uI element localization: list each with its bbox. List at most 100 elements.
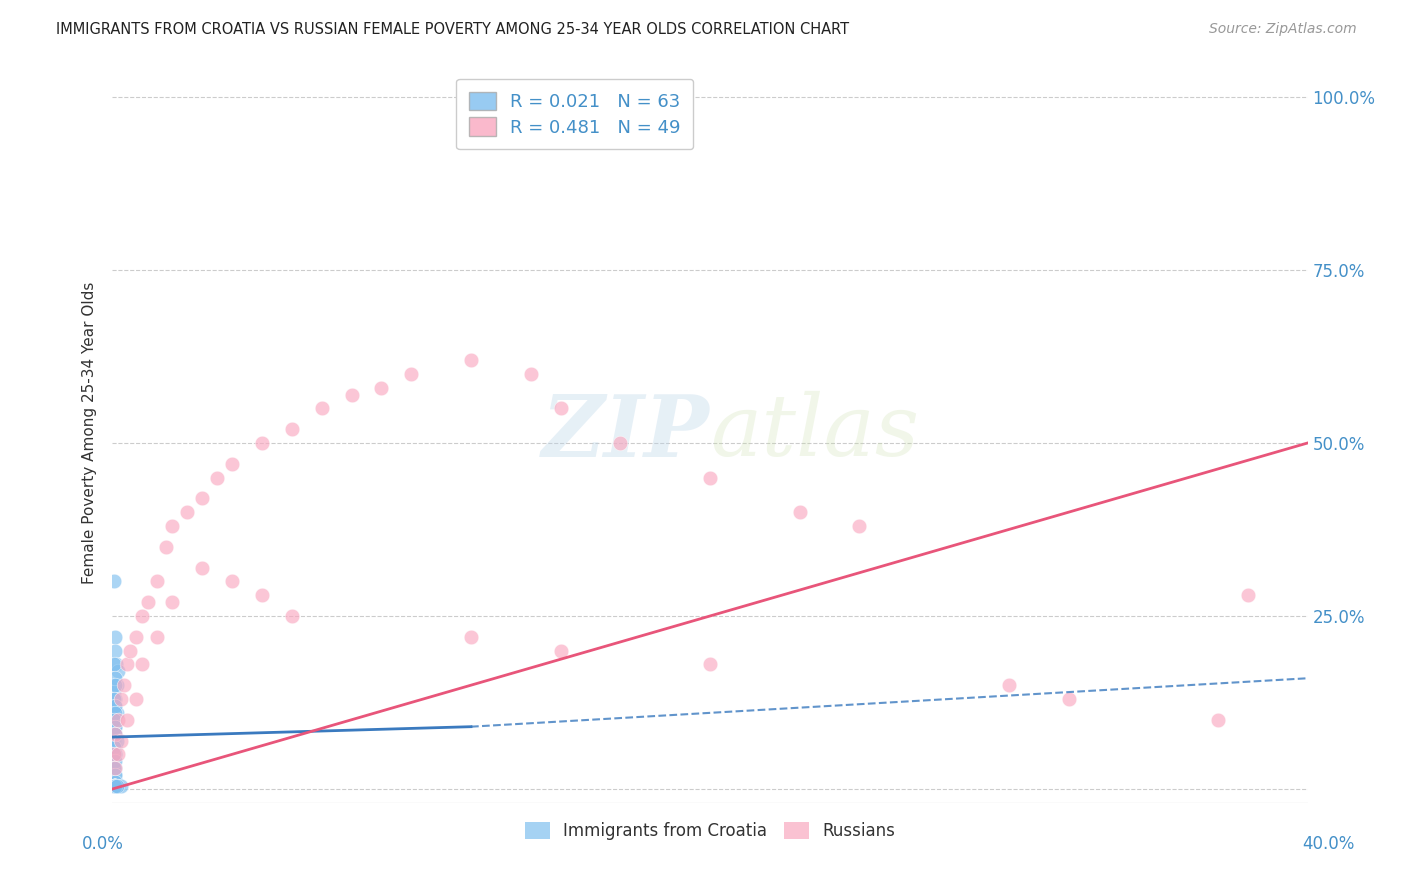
Point (104, 779, 127, 793)
Point (138, 595, 160, 609)
Point (520, 367, 543, 381)
Point (103, 779, 125, 793)
Point (104, 768, 127, 782)
Point (120, 643, 142, 657)
Point (550, 643, 572, 657)
Point (460, 353, 482, 368)
Point (105, 657, 128, 672)
Point (191, 491, 214, 506)
Text: ZIP: ZIP (543, 391, 710, 475)
Point (103, 733, 125, 747)
Point (110, 733, 132, 747)
Point (104, 698, 127, 713)
Point (401, 367, 423, 381)
Point (103, 779, 125, 793)
Point (1237, 588, 1260, 602)
Point (104, 779, 127, 793)
Point (105, 775, 128, 789)
Point (281, 609, 304, 624)
Point (104, 692, 127, 706)
Point (789, 505, 811, 519)
Point (103, 779, 125, 793)
Point (104, 726, 127, 740)
Point (104, 761, 127, 775)
Point (107, 779, 129, 793)
Point (104, 779, 127, 793)
Point (104, 779, 127, 793)
Point (125, 692, 148, 706)
Point (117, 657, 139, 672)
Text: IMMIGRANTS FROM CROATIA VS RUSSIAN FEMALE POVERTY AMONG 25-34 YEAR OLDS CORRELAT: IMMIGRANTS FROM CROATIA VS RUSSIAN FEMAL… (56, 22, 849, 37)
Point (103, 779, 125, 793)
Point (104, 779, 127, 793)
Point (103, 685, 125, 699)
Point (104, 740, 127, 755)
Point (103, 761, 125, 775)
Point (162, 595, 183, 609)
Point (103, 754, 125, 768)
Point (340, 387, 363, 401)
Point (103, 713, 125, 727)
Point (104, 747, 127, 762)
Point (699, 470, 721, 484)
Point (191, 560, 214, 574)
Legend: Immigrants from Croatia, Russians: Immigrants from Croatia, Russians (515, 812, 905, 850)
Point (103, 747, 125, 762)
Point (104, 630, 127, 644)
Point (125, 630, 148, 644)
Point (114, 678, 135, 692)
Point (103, 740, 125, 755)
Point (104, 779, 127, 793)
Point (104, 768, 127, 782)
Point (103, 692, 125, 706)
Point (221, 574, 243, 589)
Point (609, 436, 631, 450)
Point (110, 692, 132, 706)
Point (104, 671, 127, 685)
Point (998, 678, 1021, 692)
Point (131, 657, 153, 672)
Point (105, 678, 128, 692)
Point (110, 779, 132, 793)
Point (250, 436, 273, 450)
Point (1057, 692, 1080, 706)
Point (250, 588, 273, 602)
Point (221, 457, 243, 471)
Text: 0.0%: 0.0% (82, 835, 124, 853)
Point (104, 706, 127, 720)
Point (107, 665, 129, 679)
Point (311, 401, 333, 416)
Point (103, 779, 125, 793)
Point (162, 519, 183, 533)
Point (105, 779, 128, 793)
Point (205, 470, 228, 484)
Point (104, 726, 127, 740)
Text: atlas: atlas (710, 392, 920, 474)
Point (281, 422, 304, 436)
Point (104, 761, 127, 775)
Point (104, 726, 127, 740)
Text: 40.0%: 40.0% (1302, 835, 1355, 853)
Point (104, 698, 127, 713)
Point (550, 401, 572, 416)
Point (107, 747, 129, 762)
Point (155, 540, 177, 554)
Y-axis label: Female Poverty Among 25-34 Year Olds: Female Poverty Among 25-34 Year Olds (82, 282, 97, 583)
Point (146, 574, 169, 589)
Point (848, 519, 870, 533)
Point (131, 609, 153, 624)
Point (146, 630, 169, 644)
Point (104, 779, 127, 793)
Point (104, 643, 127, 657)
Point (105, 706, 128, 720)
Point (104, 754, 127, 768)
Point (699, 657, 721, 672)
Point (104, 747, 127, 762)
Point (104, 779, 127, 793)
Point (107, 713, 129, 727)
Point (103, 713, 125, 727)
Point (104, 779, 127, 793)
Point (460, 630, 482, 644)
Point (104, 678, 127, 692)
Point (103, 779, 125, 793)
